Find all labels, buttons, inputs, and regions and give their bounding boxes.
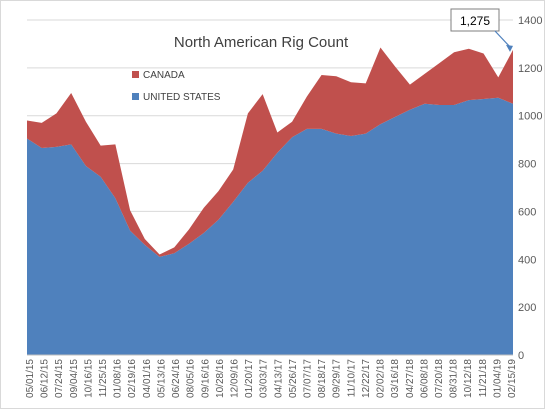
x-tick-label: 08/05/16 — [186, 359, 197, 398]
x-tick-label: 01/08/16 — [113, 359, 124, 398]
x-tick-label: 02/19/16 — [127, 359, 138, 398]
y-tick-label: 0 — [518, 350, 524, 362]
x-tick-label: 01/04/19 — [492, 359, 503, 398]
plot-areas — [27, 47, 513, 356]
x-tick-label: 08/31/18 — [449, 359, 460, 398]
x-tick-label: 11/10/17 — [346, 359, 357, 398]
chart-title: North American Rig Count — [174, 34, 349, 51]
y-tick-label: 1400 — [518, 15, 542, 27]
axes: 0 200 400 600 800 1000 1200 1400 05/01/15 06/12/1… — [25, 15, 542, 398]
x-tick-label: 03/16/18 — [390, 359, 401, 398]
x-tick-label: 11/21/18 — [478, 359, 489, 398]
x-tick-label: 06/24/16 — [171, 359, 182, 398]
x-tick-label: 02/02/18 — [376, 359, 387, 398]
x-tick-label: 10/12/18 — [463, 359, 474, 398]
x-tick-label: 01/20/17 — [244, 359, 255, 398]
y-tick-label: 1000 — [518, 111, 542, 123]
legend: CANADA UNITED STATES — [132, 70, 221, 103]
x-tick-label: 03/03/17 — [259, 359, 270, 398]
x-tick-label: 02/15/19 — [507, 359, 518, 398]
x-tick-label: 09/16/16 — [200, 359, 211, 398]
x-tick-label: 12/09/16 — [229, 359, 240, 398]
x-tick-label: 12/22/17 — [361, 359, 372, 398]
x-tick-label: 05/01/15 — [25, 359, 36, 398]
y-tick-label: 600 — [518, 206, 536, 218]
series-area-canada — [27, 47, 513, 257]
x-tick-label: 06/12/15 — [40, 359, 51, 398]
x-tick-label: 04/01/16 — [142, 359, 153, 398]
x-tick-label: 04/13/17 — [273, 359, 284, 398]
x-tick-label: 08/18/17 — [317, 359, 328, 398]
x-tick-label: 05/26/17 — [288, 359, 299, 398]
legend-swatch-canada — [132, 71, 139, 78]
x-tick-label: 10/28/16 — [215, 359, 226, 398]
y-tick-label: 200 — [518, 302, 536, 314]
callout-arrow — [494, 30, 511, 48]
x-tick-label: 04/27/18 — [405, 359, 416, 398]
x-tick-label: 07/20/18 — [434, 359, 445, 398]
legend-label-united-states: UNITED STATES — [143, 92, 221, 103]
x-tick-label: 06/08/18 — [419, 359, 430, 398]
series-area-united-states — [27, 97, 513, 356]
x-tick-label: 05/13/16 — [156, 359, 167, 398]
callout-label: 1,275 — [460, 14, 490, 28]
x-tick-label: 07/24/15 — [54, 359, 65, 398]
x-tick-label: 07/07/17 — [303, 359, 314, 398]
callout-arrowhead — [506, 44, 513, 52]
x-tick-label: 09/29/17 — [332, 359, 343, 398]
annotation-callout: 1,275 — [450, 8, 513, 52]
legend-label-canada: CANADA — [143, 70, 185, 81]
x-tick-label: 11/25/15 — [98, 359, 109, 398]
x-tick-label: 09/04/15 — [69, 359, 80, 398]
x-tick-label: 10/16/15 — [83, 359, 94, 398]
y-tick-label: 1200 — [518, 63, 542, 75]
y-tick-label: 800 — [518, 159, 536, 171]
legend-swatch-united-states — [132, 93, 139, 100]
callout-box — [450, 8, 500, 32]
y-tick-label: 400 — [518, 254, 536, 266]
